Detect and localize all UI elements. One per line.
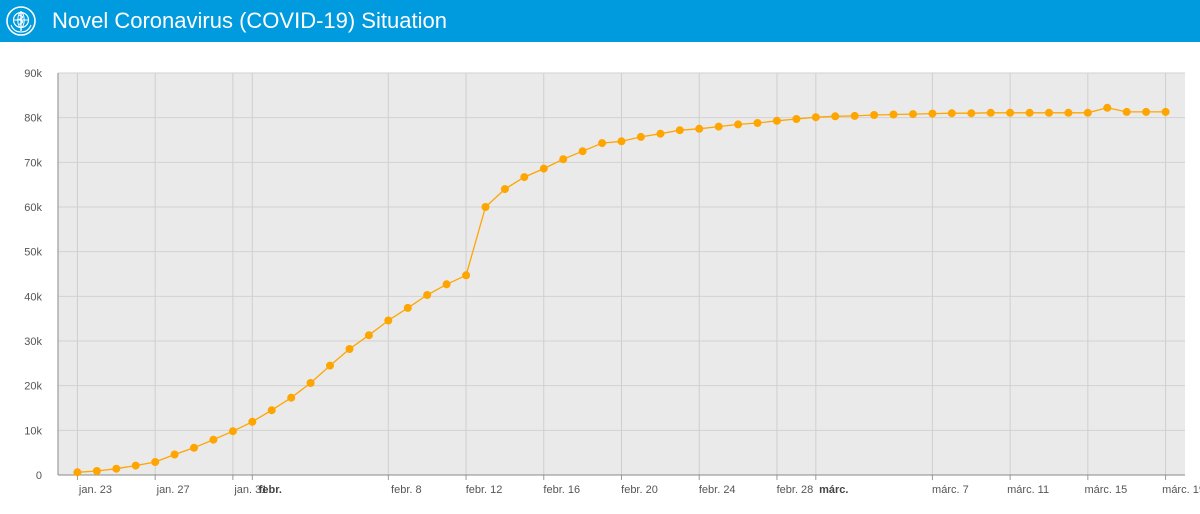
y-tick-label: 30k <box>24 336 42 348</box>
data-point <box>578 147 587 156</box>
data-point <box>792 115 801 123</box>
data-point <box>384 316 393 325</box>
data-point <box>811 113 820 122</box>
data-point <box>850 111 859 120</box>
data-point <box>73 468 82 477</box>
y-tick-label: 60k <box>24 202 42 214</box>
page-title: Novel Coronavirus (COVID-19) Situation <box>52 8 447 33</box>
data-point <box>170 450 179 459</box>
data-point <box>520 173 529 182</box>
data-point <box>403 303 412 312</box>
data-point <box>151 458 160 466</box>
data-point <box>598 139 607 148</box>
data-point <box>947 109 956 118</box>
x-tick-label: febr. 20 <box>621 484 658 496</box>
x-tick-label: márc. 19 <box>1162 484 1200 496</box>
data-point <box>831 112 840 121</box>
data-point <box>1006 108 1015 117</box>
data-point <box>112 464 121 473</box>
data-point <box>1083 108 1092 117</box>
data-point <box>248 417 257 426</box>
data-point <box>753 119 762 127</box>
x-tick-label: márc. 7 <box>932 484 969 496</box>
data-point <box>345 345 354 353</box>
y-tick-label: 70k <box>24 157 42 169</box>
x-tick-label: febr. 12 <box>466 484 503 496</box>
data-point <box>675 126 684 135</box>
data-point <box>442 280 451 289</box>
x-tick-label: jan. 31 <box>233 484 267 496</box>
data-point <box>1122 107 1131 116</box>
x-tick-label: febr. 16 <box>543 484 580 496</box>
data-point <box>928 109 937 118</box>
data-point <box>986 108 995 117</box>
data-point <box>462 271 471 280</box>
x-tick-label: márc. 11 <box>1007 484 1049 496</box>
y-tick-label: 90k <box>24 68 42 80</box>
x-tick-label: febr. 28 <box>777 484 814 496</box>
data-point <box>559 155 568 164</box>
chart-frame: 0 10k 20k 30k 40k 50k 60k 70k 80k 90k jan. 23 jan. … <box>0 50 1200 509</box>
data-point <box>228 427 237 436</box>
x-tick-label: febr. <box>259 484 282 496</box>
data-point <box>209 435 218 444</box>
y-tick-label: 10k <box>24 425 42 437</box>
data-point <box>734 120 743 129</box>
app-header: Novel Coronavirus (COVID-19) Situation <box>0 0 1200 42</box>
x-tick-label: jan. 23 <box>78 484 112 496</box>
data-point <box>92 467 101 475</box>
data-point <box>714 122 723 131</box>
x-tick-label: márc. <box>819 484 848 496</box>
data-point <box>500 185 509 194</box>
x-tick-label: febr. 8 <box>391 484 422 496</box>
who-logo-icon <box>6 6 36 36</box>
data-point <box>772 116 781 125</box>
data-point <box>306 379 315 387</box>
data-point <box>1161 107 1170 116</box>
data-point <box>656 129 665 138</box>
y-tick-label: 50k <box>24 247 42 259</box>
chart-panel: 0 10k 20k 30k 40k 50k 60k 70k 80k 90k jan. 23 jan. … <box>0 42 1200 509</box>
y-tick-label: 40k <box>24 291 42 303</box>
cases-line-chart: 0 10k 20k 30k 40k 50k 60k 70k 80k 90k jan. 23 jan. … <box>24 68 1200 496</box>
data-point <box>1103 103 1112 112</box>
data-point <box>423 291 432 299</box>
y-tick-label: 0 <box>36 470 42 482</box>
data-point <box>1045 108 1053 117</box>
data-point <box>1064 108 1073 117</box>
data-point <box>267 406 276 415</box>
data-point <box>617 137 626 146</box>
data-point <box>636 132 645 141</box>
y-tick-label: 80k <box>24 113 42 125</box>
data-point <box>967 109 976 118</box>
data-point <box>870 111 879 119</box>
data-point <box>889 110 898 119</box>
data-point <box>326 361 334 370</box>
x-tick-label: febr. 24 <box>699 484 736 496</box>
data-point <box>190 443 198 452</box>
x-tick-label: jan. 27 <box>156 484 190 496</box>
x-tick-label: márc. 15 <box>1084 484 1127 496</box>
data-point <box>131 461 140 470</box>
data-point <box>1025 108 1034 117</box>
y-tick-label: 20k <box>24 381 42 393</box>
data-point <box>1142 107 1151 116</box>
data-point <box>909 110 917 119</box>
data-point <box>287 393 296 402</box>
data-point <box>695 124 704 133</box>
data-point <box>364 331 373 340</box>
data-point <box>539 164 548 173</box>
data-point <box>481 203 490 211</box>
